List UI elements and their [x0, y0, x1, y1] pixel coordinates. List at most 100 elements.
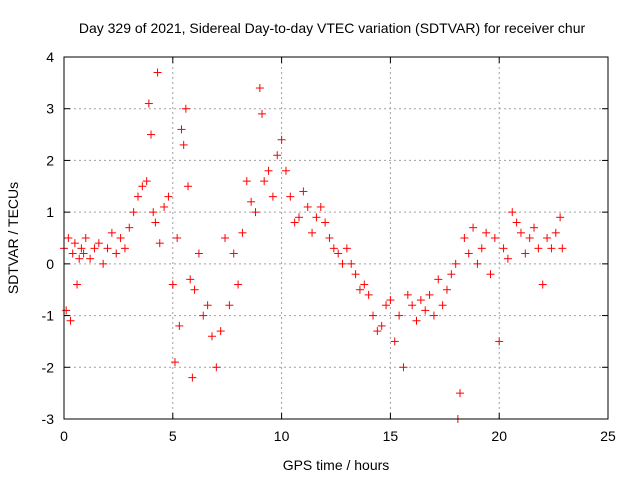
- data-point: [408, 301, 417, 310]
- data-point: [164, 192, 173, 201]
- y-tick-label: 3: [46, 101, 54, 117]
- data-point: [120, 244, 129, 253]
- data-point: [229, 249, 238, 258]
- data-point: [390, 337, 399, 346]
- data-point: [181, 104, 190, 113]
- data-point: [299, 187, 308, 196]
- data-point: [155, 239, 164, 248]
- data-point: [495, 337, 504, 346]
- data-point: [142, 177, 151, 186]
- data-point: [190, 285, 199, 294]
- axis-ticks: [63, 56, 609, 420]
- data-point: [94, 239, 103, 248]
- data-point: [364, 290, 373, 299]
- x-tick-label: 15: [383, 428, 399, 444]
- data-point: [147, 130, 156, 139]
- data-point: [238, 228, 247, 237]
- data-point: [242, 177, 251, 186]
- data-point: [203, 301, 212, 310]
- data-point: [521, 249, 530, 258]
- data-point: [188, 373, 197, 382]
- data-point: [277, 135, 286, 144]
- y-tick-label: -1: [42, 308, 55, 324]
- data-point: [442, 285, 451, 294]
- x-axis-label: GPS time / hours: [283, 457, 390, 473]
- data-point: [86, 254, 95, 263]
- data-point: [81, 234, 90, 242]
- data-point: [70, 239, 79, 248]
- data-point: [321, 218, 330, 227]
- data-point: [281, 166, 290, 175]
- data-point: [512, 218, 521, 227]
- data-point: [73, 280, 82, 289]
- data-point: [551, 228, 560, 237]
- data-point: [151, 218, 160, 227]
- data-point: [264, 166, 273, 175]
- data-point: [451, 259, 460, 268]
- y-tick-labels: -3 -2 -1 0 1 2 3 4: [42, 49, 55, 427]
- data-point: [516, 228, 525, 237]
- data-point: [525, 234, 534, 242]
- data-point: [416, 296, 425, 305]
- data-point: [234, 280, 243, 289]
- data-point: [438, 301, 447, 310]
- data-point: [212, 363, 221, 372]
- data-point: [373, 327, 382, 336]
- data-point: [68, 249, 77, 258]
- data-point: [382, 301, 391, 310]
- data-point: [347, 259, 356, 268]
- y-tick-label: -3: [42, 411, 55, 427]
- data-point: [107, 228, 116, 237]
- data-point: [116, 234, 125, 242]
- data-point: [170, 358, 179, 367]
- data-point: [103, 244, 112, 253]
- data-point: [216, 327, 225, 336]
- x-tick-label: 10: [274, 428, 290, 444]
- x-tick-label: 0: [60, 428, 68, 444]
- data-point: [129, 208, 138, 217]
- data-point: [325, 234, 334, 242]
- data-point: [303, 202, 312, 211]
- y-axis-label: SDTVAR / TECUs: [5, 182, 21, 294]
- y-tick-label: 4: [46, 49, 54, 65]
- data-point: [342, 244, 351, 253]
- data-point: [112, 249, 121, 258]
- data-point: [77, 244, 86, 253]
- data-point: [534, 244, 543, 253]
- y-tick-label: 1: [46, 204, 54, 220]
- data-point: [421, 306, 430, 315]
- data-point: [386, 296, 395, 305]
- data-point: [456, 389, 465, 398]
- data-point: [194, 249, 203, 258]
- data-point: [160, 202, 169, 211]
- data-point: [425, 290, 434, 299]
- data-point: [90, 244, 99, 253]
- data-point: [329, 244, 338, 253]
- data-point: [558, 244, 567, 253]
- data-point: [368, 311, 377, 320]
- data-point: [338, 259, 347, 268]
- data-point: [177, 125, 186, 134]
- data-point: [351, 270, 360, 279]
- data-point: [360, 280, 369, 289]
- x-tick-label: 5: [169, 428, 177, 444]
- data-point: [258, 109, 267, 118]
- data-point: [286, 192, 295, 201]
- data-point: [334, 249, 343, 258]
- y-tick-label: 0: [46, 256, 54, 272]
- data-point: [153, 68, 162, 77]
- x-tick-labels: 0 5 10 15 20 25: [60, 428, 616, 444]
- data-point: [399, 363, 408, 372]
- data-point: [99, 259, 108, 268]
- data-point: [412, 316, 421, 325]
- data-point: [168, 280, 177, 289]
- data-point: [268, 192, 277, 201]
- data-point: [473, 259, 482, 268]
- data-point: [295, 213, 304, 222]
- plot-frame: [63, 56, 609, 420]
- data-point: [225, 301, 234, 310]
- y-tick-label: -2: [42, 359, 55, 375]
- data-point: [477, 244, 486, 253]
- data-point: [207, 332, 216, 341]
- data-point: [547, 244, 556, 253]
